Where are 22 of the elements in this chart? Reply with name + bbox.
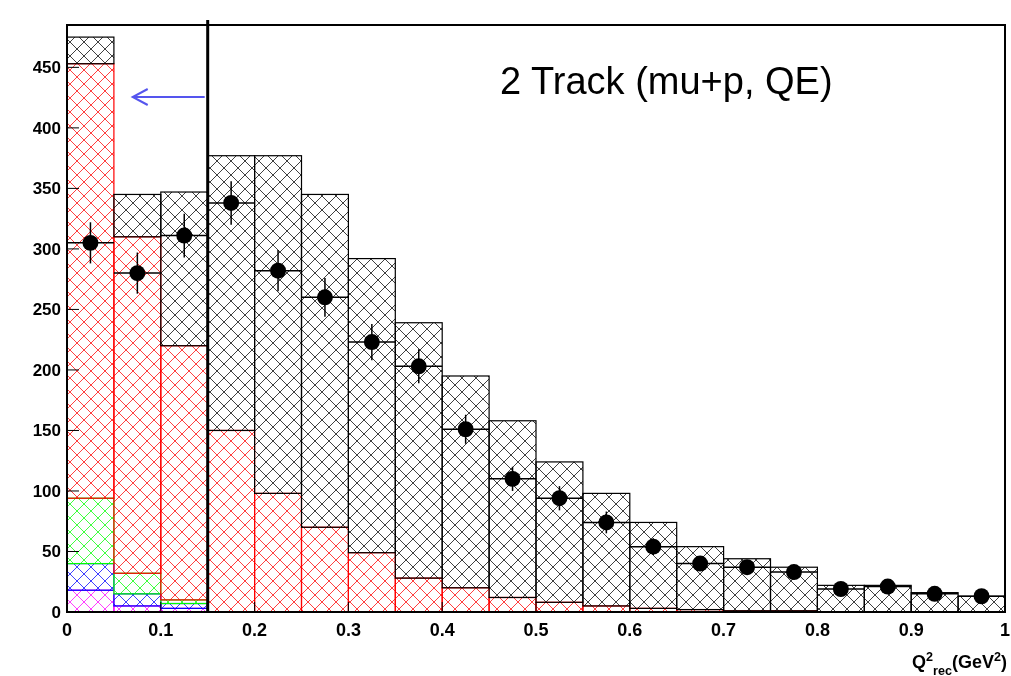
y-tick-label: 150 bbox=[32, 421, 61, 441]
x-tick-label: 0.8 bbox=[804, 620, 830, 640]
x-tick-label: 0.5 bbox=[523, 620, 549, 640]
x-tick-label: 0.3 bbox=[335, 620, 361, 640]
x-tick-label: 0.7 bbox=[711, 620, 737, 640]
y-tick-label: 100 bbox=[32, 481, 61, 501]
y-tick-label: 250 bbox=[32, 300, 61, 320]
y-tick-label: 0 bbox=[51, 603, 61, 622]
y-tick-label: 50 bbox=[42, 542, 61, 562]
x-tick-label: 0.2 bbox=[242, 620, 268, 640]
x-tick-label: 0.9 bbox=[898, 620, 924, 640]
y-tick-label: 300 bbox=[32, 239, 61, 259]
y-tick-label: 200 bbox=[32, 360, 61, 380]
y-tick-label: 400 bbox=[32, 118, 61, 138]
y-tick-label: 350 bbox=[32, 179, 61, 199]
y-tick-label: 450 bbox=[32, 58, 61, 78]
x-axis-title: Q$^{2}$$_{rec}$(GeV$^{2}$) bbox=[912, 650, 1007, 676]
x-tick-label: 1 bbox=[999, 620, 1011, 640]
annotation: 2 Track (mu+p, QE) bbox=[500, 60, 833, 102]
x-tick-label: 0.6 bbox=[617, 620, 643, 640]
x-tick-label: 0.4 bbox=[429, 620, 455, 640]
x-tick-label: 0.1 bbox=[148, 620, 174, 640]
